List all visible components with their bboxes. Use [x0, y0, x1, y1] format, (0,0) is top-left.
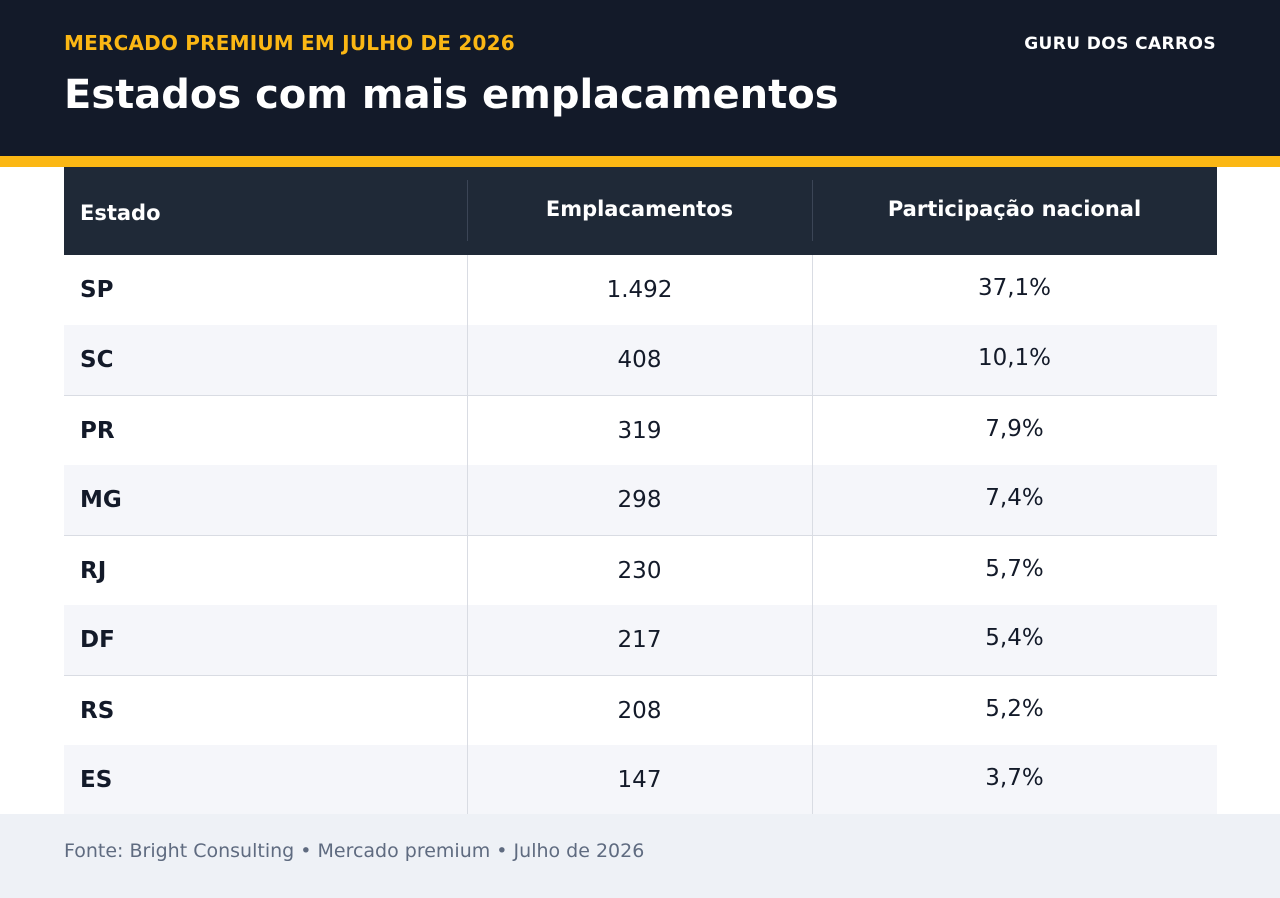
cell-participacao: 37,1% — [977, 275, 1052, 301]
cell-estado: SC — [80, 347, 114, 373]
column-header-estado: Estado — [80, 201, 161, 225]
data-table: Estado Emplacamentos Participação nacion… — [64, 167, 1217, 815]
cell-emplacamentos: 298 — [617, 487, 662, 513]
cell-estado: MG — [80, 487, 122, 513]
table-row: MG 298 7,4% — [64, 465, 1217, 535]
footer: Fonte: Bright Consulting • Mercado premi… — [0, 814, 1280, 898]
table-body: ES 147 3,7% RS 208 5,2% DF 217 5,4% RJ 230 5,7% MG 29… — [64, 255, 1217, 815]
page-title: Estados com mais emplacamentos — [64, 72, 839, 118]
table-row: SP 1.492 37,1% — [64, 255, 1217, 325]
cell-emplacamentos: 319 — [617, 418, 662, 444]
cell-emplacamentos: 208 — [617, 698, 662, 724]
cell-emplacamentos: 1.492 — [606, 277, 673, 303]
cell-estado: RJ — [80, 558, 107, 584]
cell-participacao: 5,7% — [985, 556, 1044, 582]
column-divider — [467, 255, 468, 814]
cell-participacao: 7,4% — [985, 485, 1044, 511]
table-row: DF 217 5,4% — [64, 605, 1217, 675]
table-header: Estado Emplacamentos Participação nacion… — [64, 167, 1217, 255]
cell-estado: PR — [80, 418, 115, 444]
header: MERCADO PREMIUM EM JULHO DE 2026 GURU DO… — [0, 0, 1280, 156]
table-row: PR 319 7,9% — [64, 395, 1217, 465]
column-header-participacao: Participação nacional — [887, 197, 1142, 221]
brand-name: GURU DOS CARROS — [1024, 34, 1216, 54]
cell-emplacamentos: 408 — [617, 347, 662, 373]
table-row: ES 147 3,7% — [64, 745, 1217, 815]
cell-estado: DF — [80, 627, 115, 653]
table-row: SC 408 10,1% — [64, 325, 1217, 395]
cell-emplacamentos: 147 — [617, 767, 662, 793]
table-row: RJ 230 5,7% — [64, 535, 1217, 605]
header-divider — [467, 180, 468, 241]
column-divider — [812, 255, 813, 814]
column-header-emplacamentos: Emplacamentos — [545, 197, 734, 221]
cell-estado: RS — [80, 698, 115, 724]
accent-bar — [0, 156, 1280, 167]
cell-participacao: 5,2% — [985, 696, 1044, 722]
cell-participacao: 3,7% — [985, 765, 1044, 791]
cell-participacao: 10,1% — [977, 345, 1052, 371]
cell-participacao: 7,9% — [985, 416, 1044, 442]
source-note: Fonte: Bright Consulting • Mercado premi… — [64, 840, 645, 862]
cell-emplacamentos: 230 — [617, 558, 662, 584]
cell-participacao: 5,4% — [985, 625, 1044, 651]
cell-estado: SP — [80, 277, 114, 303]
cell-estado: ES — [80, 767, 113, 793]
table-row: RS 208 5,2% — [64, 675, 1217, 745]
kicker: MERCADO PREMIUM EM JULHO DE 2026 — [64, 31, 515, 55]
cell-emplacamentos: 217 — [617, 627, 662, 653]
header-divider — [812, 180, 813, 241]
